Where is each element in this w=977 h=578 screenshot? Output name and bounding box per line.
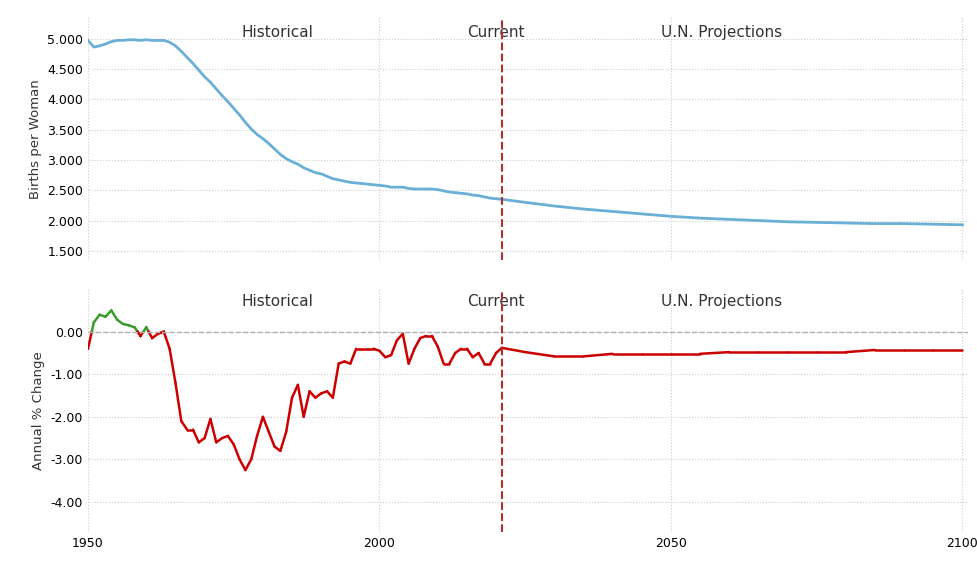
- Y-axis label: Births per Woman: Births per Woman: [28, 79, 42, 198]
- Text: Historical: Historical: [241, 25, 313, 40]
- Y-axis label: Annual % Change: Annual % Change: [32, 351, 45, 470]
- Text: Current: Current: [466, 25, 524, 40]
- Text: U.N. Projections: U.N. Projections: [660, 294, 782, 309]
- Text: Historical: Historical: [241, 294, 313, 309]
- Text: Current: Current: [466, 294, 524, 309]
- Text: U.N. Projections: U.N. Projections: [660, 25, 782, 40]
